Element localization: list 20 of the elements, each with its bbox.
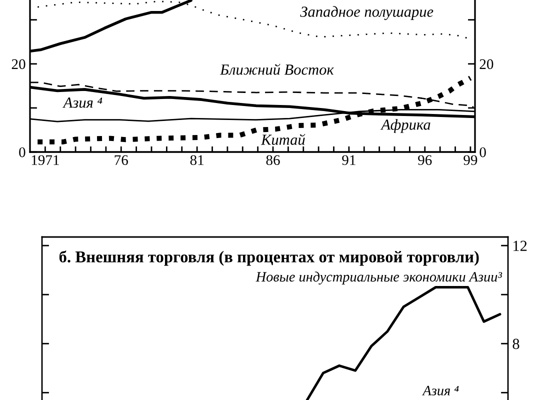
y2-tick-label: 20 xyxy=(480,59,494,70)
x-tick-label: 96 xyxy=(418,155,432,166)
annotation: Ближний Восток xyxy=(220,64,334,75)
annotation: Азия ⁴ xyxy=(422,386,459,396)
x-tick-label: 86 xyxy=(266,155,280,166)
x-tick-label: 76 xyxy=(114,155,128,166)
x-tick-label: 1971 xyxy=(32,155,59,166)
x-tick-label: 99 xyxy=(464,155,478,166)
annotation: Азия ⁴ xyxy=(62,98,102,108)
annotation: Африка xyxy=(380,119,430,133)
x-tick-label: 81 xyxy=(190,155,204,166)
annotation: Китай xyxy=(260,134,306,145)
y2-tick-label: 0 xyxy=(480,147,486,158)
annotation: Западное полушарие xyxy=(300,6,434,20)
line-series xyxy=(306,286,502,400)
y-tick-label: 8 xyxy=(512,338,520,350)
text: б. Внешняя торговля (в процентах от мировой торговли) xyxy=(59,250,479,266)
annotation: Новые индустриальные экономики Азии³ xyxy=(256,272,502,285)
y-tick-label: 12 xyxy=(514,240,527,251)
x-tick-label: 91 xyxy=(342,155,356,166)
